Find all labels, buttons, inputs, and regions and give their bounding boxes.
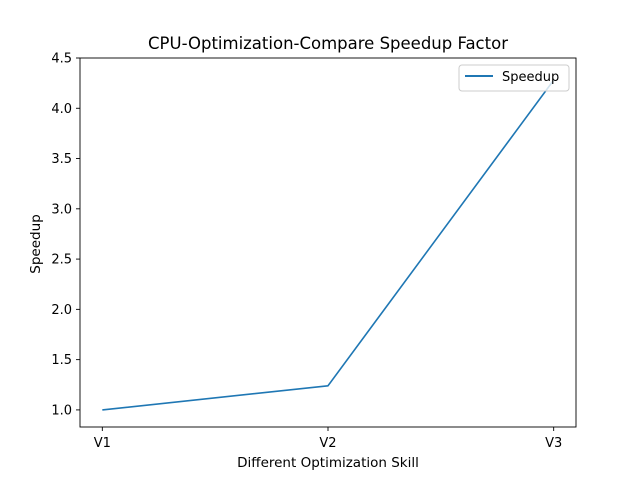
y-tick-label-5: 3.5 [51,152,72,167]
y-tick-label-4: 3.0 [51,202,72,217]
y-tick-label-3: 2.5 [51,253,72,268]
plot-area: V1 V2 V3 1.0 1.5 2.0 2.5 3.0 3.5 4.0 4.5 [51,52,577,451]
x-axis-label: Different Optimization Skill [237,455,419,471]
legend: Speedup [458,64,570,92]
y-tick-label-2: 2.0 [51,303,72,318]
x-tick-label-0: V1 [94,436,111,451]
legend-label-speedup: Speedup [502,70,559,85]
y-tick-label-7: 4.5 [51,52,72,67]
chart-title: CPU-Optimization-Compare Speedup Factor [148,34,508,53]
x-tick-label-2: V3 [545,436,562,451]
y-tick-label-1: 1.5 [51,353,72,368]
series-line-0 [102,79,555,411]
x-tick-label-1: V2 [319,436,336,451]
y-axis-label: Speedup [28,214,44,273]
legend-box [458,64,570,92]
y-tick-label-0: 1.0 [51,403,72,418]
y-tick-label-6: 4.0 [51,102,72,117]
